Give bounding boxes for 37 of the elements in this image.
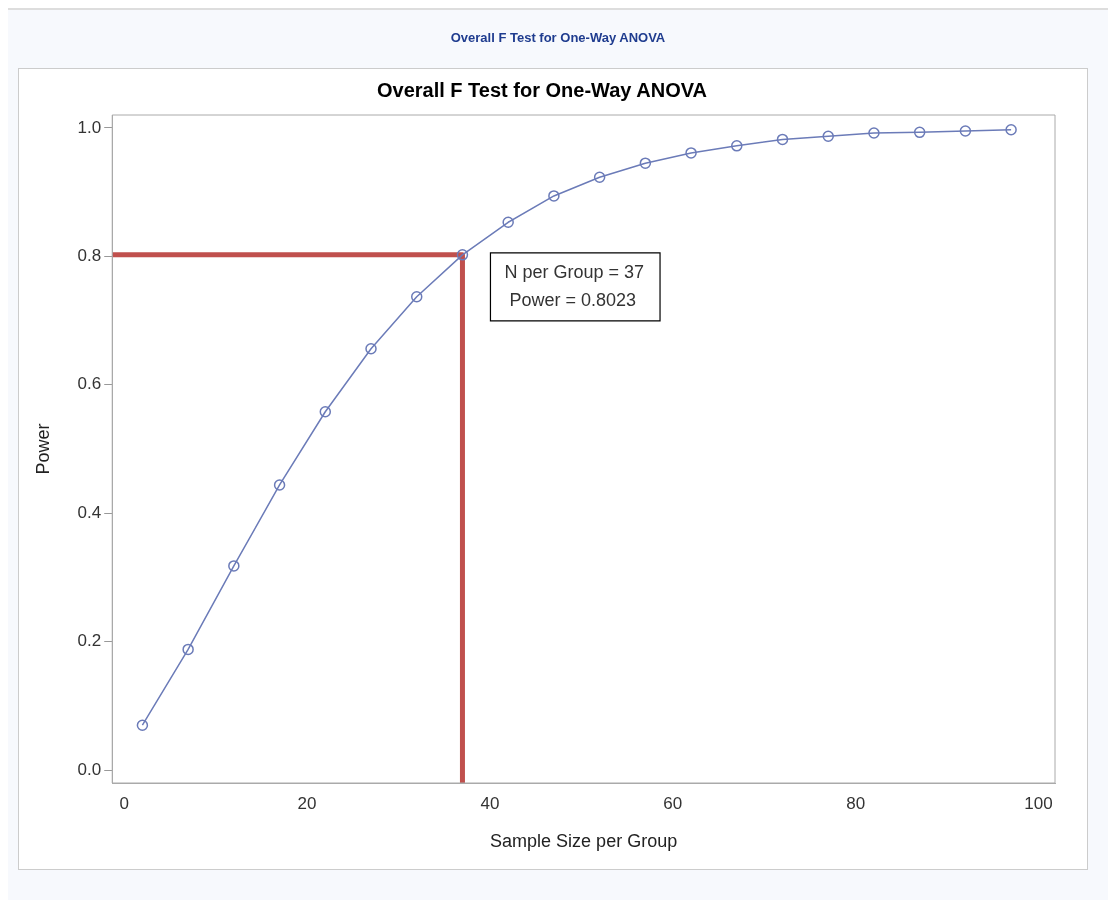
point (776, 133, 789, 146)
point (1005, 124, 1017, 136)
point (228, 560, 240, 572)
point (913, 126, 926, 139)
x-axis-title: Sample Size per Group (490, 831, 678, 852)
y-tick-label: 0.0 (77, 759, 102, 779)
y-axis-title: Power (32, 423, 53, 475)
point (319, 406, 332, 418)
x-tick-label: 20 (297, 793, 317, 813)
point (731, 140, 743, 152)
point (410, 291, 423, 303)
chart-subtitle: Overall F Test for One-Way ANOVA (449, 29, 667, 47)
chart-title: Overall F Test for One-Way ANOVA (376, 78, 708, 101)
point (182, 643, 194, 656)
x-tick-label: 100 (1024, 793, 1053, 813)
point (502, 216, 514, 229)
y-tick-label: 0.4 (77, 502, 102, 522)
point (959, 125, 972, 137)
point (136, 719, 149, 731)
y-tick-label: 0.8 (77, 246, 102, 265)
point (456, 249, 469, 261)
point (685, 147, 697, 159)
y-tick-label: 0.6 (77, 374, 102, 394)
x-tick-label: 60 (663, 793, 683, 813)
y-tick-label: 0.2 (77, 631, 102, 651)
point (548, 190, 560, 202)
point (273, 479, 286, 491)
point (868, 127, 880, 139)
point (593, 171, 606, 184)
y-tick-label: 1.0 (77, 117, 102, 137)
point (639, 157, 652, 169)
point (365, 343, 377, 355)
x-tick-label: 80 (846, 793, 866, 813)
x-tick-label: 40 (480, 793, 500, 813)
annotation: N per Group = 37 Power = 0.8023 (504, 261, 645, 310)
point (822, 130, 834, 142)
x-tick-label: 0 (119, 793, 129, 813)
